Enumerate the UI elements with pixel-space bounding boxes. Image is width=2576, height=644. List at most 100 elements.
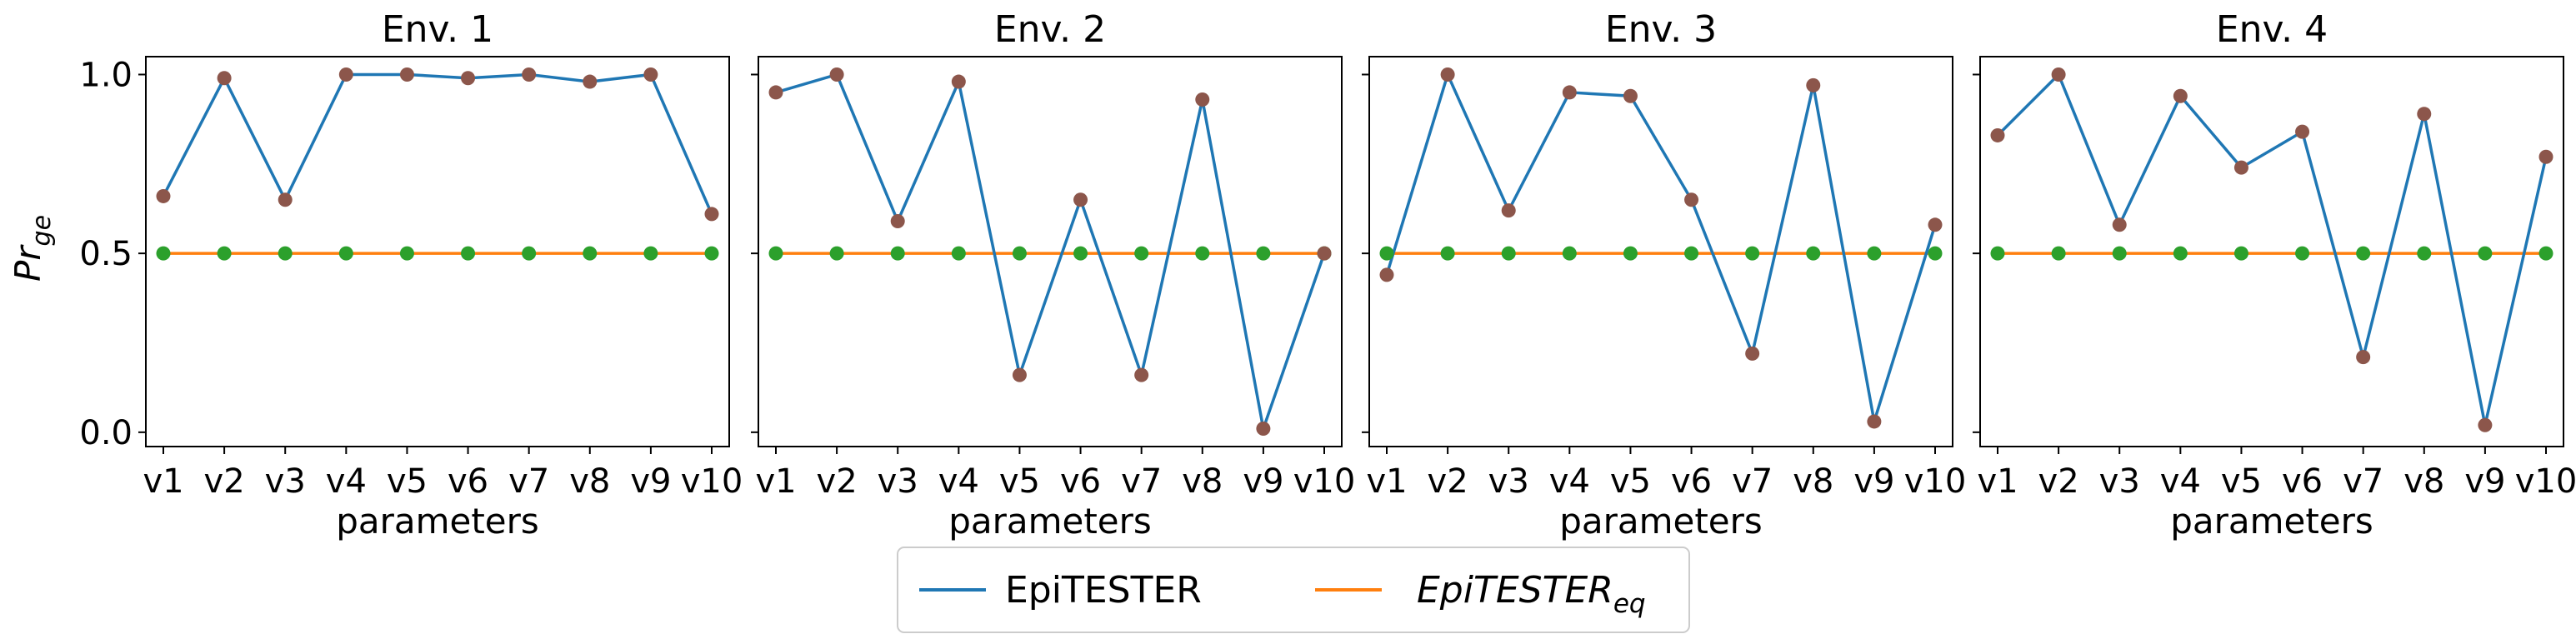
panel-1-point-epitester-2 bbox=[217, 71, 232, 86]
panel-4-point-epitester-6 bbox=[2295, 124, 2310, 139]
panel-3-point-epitester-eq-7 bbox=[1745, 246, 1760, 261]
panel-4-point-epitester-eq-9 bbox=[2478, 246, 2493, 261]
panel-3-frame bbox=[1368, 56, 1953, 447]
panel-3-xtick-label-5: v5 bbox=[1610, 462, 1651, 501]
panel-1-point-epitester-9 bbox=[643, 67, 658, 82]
panel-3-xtick-label-4: v4 bbox=[1549, 462, 1590, 501]
panel-3-point-epitester-eq-6 bbox=[1684, 246, 1699, 261]
panel-3-series-epitester-line bbox=[1385, 70, 1937, 422]
panel-3-point-epitester-8 bbox=[1806, 77, 1821, 92]
panel-1-xtick-label-4: v4 bbox=[326, 462, 367, 501]
panel-1-point-epitester-eq-7 bbox=[522, 246, 537, 261]
legend: EpiTESTER EpiTESTEReq bbox=[897, 547, 1690, 633]
panel-3-xtick-label-6: v6 bbox=[1671, 462, 1712, 501]
panel-2-point-epitester-1 bbox=[768, 85, 783, 100]
panel-2-point-epitester-eq-4 bbox=[951, 246, 966, 261]
panel-4-point-epitester-eq-8 bbox=[2417, 246, 2432, 261]
panel-4-point-epitester-2 bbox=[2051, 67, 2066, 82]
panel-4-point-epitester-5 bbox=[2233, 160, 2248, 175]
panel-3-title: Env. 3 bbox=[1605, 8, 1717, 51]
panel-1-point-epitester-eq-10 bbox=[704, 246, 719, 261]
panel-2-point-epitester-8 bbox=[1195, 92, 1210, 107]
panel-2-series-epitester-line bbox=[775, 72, 1326, 435]
panel-2-point-epitester-eq-1 bbox=[768, 246, 783, 261]
panel-3-point-epitester-eq-9 bbox=[1867, 246, 1882, 261]
panel-1-point-epitester-7 bbox=[522, 67, 537, 82]
panel-4-xtick-label-4: v4 bbox=[2160, 462, 2201, 501]
panel-1-title: Env. 1 bbox=[382, 8, 493, 51]
panel-3-xtick-label-7: v7 bbox=[1732, 462, 1773, 501]
panel-4-point-epitester-eq-10 bbox=[2538, 246, 2553, 261]
panel-1-point-epitester-8 bbox=[583, 74, 598, 89]
panel-1-point-epitester-6 bbox=[461, 71, 476, 86]
panel-2-xtick-label-4: v4 bbox=[938, 462, 979, 501]
panel-4-x-axis-label: parameters bbox=[2170, 501, 2373, 542]
panel-1-point-epitester-eq-4 bbox=[338, 246, 353, 261]
panel-2-point-epitester-4 bbox=[951, 74, 966, 89]
panel-3-point-epitester-7 bbox=[1745, 346, 1760, 361]
panel-1-x-axis-label: parameters bbox=[336, 501, 539, 542]
legend-frame bbox=[897, 547, 1690, 633]
panel-1-point-epitester-1 bbox=[156, 188, 171, 203]
panel-4-xtick-label-8: v8 bbox=[2403, 462, 2444, 501]
panel-3-point-epitester-2 bbox=[1440, 67, 1455, 82]
panel-3-point-epitester-eq-10 bbox=[1928, 246, 1943, 261]
panel-3-point-epitester-4 bbox=[1562, 85, 1577, 100]
panel-4: Env. 4 v1 v2 v3 v4 v5 v6 v7 v8 v9 v10 parameters bbox=[1973, 8, 2576, 542]
panel-2: Env. 2 v1 v2 v3 v4 v5 v6 v7 v8 v9 v10 parameters bbox=[751, 8, 1355, 542]
panel-2-point-epitester-eq-5 bbox=[1012, 246, 1027, 261]
legend-label-epitester-eq-base: EpiTESTER bbox=[1417, 569, 1613, 612]
panel-4-point-epitester-9 bbox=[2478, 417, 2493, 432]
panel-1-xtick-label-8: v8 bbox=[569, 462, 610, 501]
panel-2-xtick-label-3: v3 bbox=[878, 462, 918, 501]
panel-4-point-epitester-4 bbox=[2173, 88, 2188, 103]
panel-2-point-epitester-7 bbox=[1134, 367, 1149, 382]
panel-4-xtick-label-1: v1 bbox=[1977, 462, 2018, 501]
panel-1-point-epitester-eq-2 bbox=[217, 246, 232, 261]
panel-4-point-epitester-eq-6 bbox=[2295, 246, 2310, 261]
panel-1-xtick-label-7: v7 bbox=[508, 462, 549, 501]
legend-label-epitester-eq-sub: eq bbox=[1613, 589, 1646, 619]
panel-2-point-epitester-eq-9 bbox=[1256, 246, 1271, 261]
panel-4-point-epitester-3 bbox=[2112, 217, 2127, 232]
panel-3-point-epitester-eq-2 bbox=[1440, 246, 1455, 261]
panel-1-xtick-label-1: v1 bbox=[143, 462, 183, 501]
panel-4-xtick-label-7: v7 bbox=[2343, 462, 2383, 501]
panel-1-xtick-label-3: v3 bbox=[265, 462, 306, 501]
panel-2-xtick-label-7: v7 bbox=[1121, 462, 1162, 501]
panel-2-x-axis-label: parameters bbox=[948, 501, 1152, 542]
panel-1-ytick-label-2: 1.0 bbox=[79, 56, 133, 94]
panel-4-point-epitester-eq-4 bbox=[2173, 246, 2188, 261]
panel-1-xtick-label-6: v6 bbox=[448, 462, 488, 501]
panel-4-point-epitester-eq-7 bbox=[2356, 246, 2371, 261]
legend-label-epitester: EpiTESTER bbox=[1005, 569, 1202, 612]
panel-1-xtick-label-5: v5 bbox=[387, 462, 428, 501]
y-axis-label-sub: ge bbox=[28, 215, 57, 247]
panel-3-point-epitester-eq-8 bbox=[1806, 246, 1821, 261]
panel-3-point-epitester-eq-1 bbox=[1379, 246, 1394, 261]
panel-3-point-epitester-9 bbox=[1867, 414, 1882, 429]
panel-1-point-epitester-eq-6 bbox=[461, 246, 476, 261]
panel-3-xtick-label-9: v9 bbox=[1853, 462, 1894, 501]
panel-1-point-epitester-4 bbox=[338, 67, 353, 82]
legend-label-epitester-eq: EpiTESTEReq bbox=[1417, 569, 1646, 619]
panel-2-point-epitester-5 bbox=[1012, 367, 1027, 382]
panel-4-point-epitester-eq-2 bbox=[2051, 246, 2066, 261]
panel-4-point-epitester-eq-5 bbox=[2233, 246, 2248, 261]
panel-1-point-epitester-eq-9 bbox=[643, 246, 658, 261]
panel-4-point-epitester-eq-3 bbox=[2112, 246, 2127, 261]
panel-2-point-epitester-eq-8 bbox=[1195, 246, 1210, 261]
panel-1-xtick-label-10: v10 bbox=[681, 462, 743, 501]
panel-2-point-epitester-eq-7 bbox=[1134, 246, 1149, 261]
panel-4-xtick-label-6: v6 bbox=[2282, 462, 2323, 501]
panel-1-xtick-label-9: v9 bbox=[630, 462, 671, 501]
panel-2-xtick-label-8: v8 bbox=[1182, 462, 1223, 501]
panel-1-ytick-label-0: 0.0 bbox=[79, 414, 133, 452]
panel-4-title: Env. 4 bbox=[2216, 8, 2328, 51]
panel-1-point-epitester-5 bbox=[399, 67, 414, 82]
panel-4-series-epitester-line bbox=[1996, 72, 2548, 426]
panel-2-point-epitester-2 bbox=[829, 67, 844, 82]
panel-3-xtick-label-8: v8 bbox=[1793, 462, 1833, 501]
panel-4-point-epitester-10 bbox=[2538, 149, 2553, 164]
y-axis-label: Prge bbox=[8, 215, 57, 282]
